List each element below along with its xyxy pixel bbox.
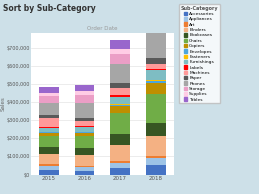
Bar (39, 133, 59, 136)
Bar (75, 91, 94, 94)
Bar (75, 94, 94, 103)
Bar (39, 128, 59, 132)
Bar (39, 127, 59, 128)
Bar (75, 133, 94, 136)
Bar (39, 136, 59, 147)
Bar (146, 158, 166, 165)
Bar (110, 104, 130, 105)
Bar (75, 132, 94, 133)
Bar (110, 163, 130, 168)
Bar (75, 103, 94, 118)
Bar (75, 127, 94, 132)
Bar (110, 145, 130, 161)
Bar (75, 171, 94, 175)
Bar (110, 83, 130, 88)
Bar (110, 64, 130, 83)
Bar (146, 64, 166, 69)
Bar (146, 19, 166, 33)
Bar (75, 118, 94, 121)
Bar (110, 54, 130, 64)
Bar (39, 93, 59, 96)
Bar (39, 118, 59, 127)
Bar (75, 155, 94, 165)
Bar (75, 165, 94, 167)
Bar (110, 106, 130, 113)
Y-axis label: Sales: Sales (1, 96, 6, 111)
Bar (110, 113, 130, 134)
Bar (146, 136, 166, 156)
Bar (39, 170, 59, 175)
Bar (146, 83, 166, 94)
Bar (146, 33, 166, 58)
Bar (146, 69, 166, 70)
Text: Sort by Sub-Category: Sort by Sub-Category (3, 4, 95, 13)
Title: Order Date: Order Date (87, 26, 118, 31)
Bar (39, 132, 59, 133)
Bar (110, 168, 130, 175)
Bar (39, 165, 59, 166)
Bar (75, 148, 94, 155)
Bar (110, 105, 130, 106)
Bar (146, 156, 166, 158)
Bar (146, 80, 166, 81)
Bar (146, 0, 166, 13)
Bar (39, 103, 59, 115)
Bar (39, 147, 59, 154)
Bar (146, 123, 166, 136)
Legend: Accessories, Appliances, Art, Binders, Bookcases, Chairs, Copiers, Envelopes, Fa: Accessories, Appliances, Art, Binders, B… (179, 4, 220, 103)
Bar (110, 134, 130, 145)
Bar (75, 126, 94, 127)
Bar (39, 154, 59, 165)
Bar (39, 115, 59, 118)
Bar (110, 49, 130, 54)
Bar (146, 94, 166, 123)
Bar (75, 136, 94, 148)
Bar (75, 85, 94, 91)
Bar (39, 96, 59, 103)
Bar (146, 13, 166, 19)
Bar (110, 97, 130, 104)
Bar (110, 88, 130, 95)
Bar (146, 58, 166, 64)
Bar (75, 167, 94, 171)
Bar (39, 87, 59, 93)
Bar (110, 40, 130, 49)
Bar (146, 165, 166, 175)
Bar (146, 81, 166, 83)
Bar (146, 70, 166, 80)
Bar (110, 161, 130, 163)
Bar (110, 95, 130, 97)
Bar (75, 121, 94, 126)
Bar (39, 166, 59, 170)
